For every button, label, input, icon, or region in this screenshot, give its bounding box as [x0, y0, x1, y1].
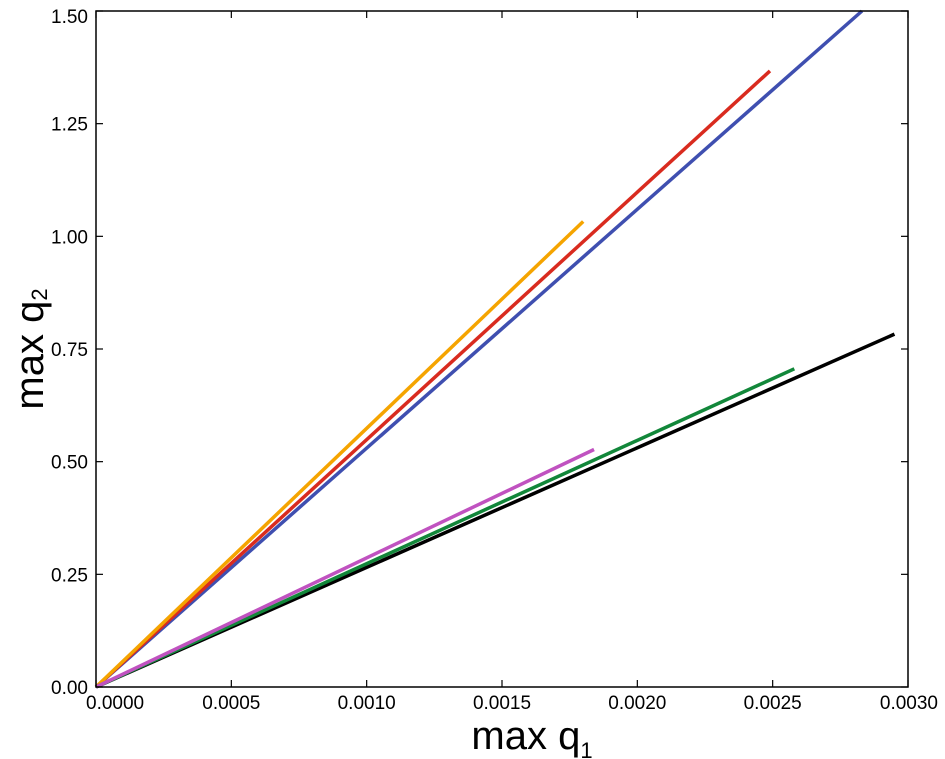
x-axis-title-text: max q: [471, 714, 580, 758]
y-axis-title: max q2: [8, 288, 52, 409]
y-axis-title-text: max q: [8, 301, 52, 410]
x-tick-label: 0.0000: [86, 693, 144, 714]
series-line-5: [95, 367, 796, 689]
x-axis-title-subscript: 1: [580, 738, 592, 759]
plot-frame: [95, 10, 909, 688]
x-tick-label: 0.0015: [473, 693, 531, 714]
y-tick-label: 0.25: [51, 565, 88, 586]
series-layer: [94, 9, 896, 689]
x-tick-label: 0.0025: [744, 693, 802, 714]
y-axis-title-subscript: 2: [27, 288, 52, 300]
y-tick-label: 0.00: [51, 678, 88, 699]
y-tick-label: 1.25: [51, 115, 88, 136]
x-tick-label: 0.0030: [880, 693, 938, 714]
series-line-2: [94, 69, 772, 689]
series-line-1: [94, 9, 864, 689]
series-line-6: [95, 447, 595, 689]
x-tick-label: 0.0020: [608, 693, 666, 714]
y-tick-label: 1.00: [51, 227, 88, 248]
x-tick-label: 0.0010: [338, 693, 396, 714]
y-tick-label: 0.75: [51, 340, 88, 361]
ticks-layer: 0.0000 0.0005 0.0010 0.0015 0.0020 0.0025 0.00…: [51, 7, 938, 714]
y-tick-label: 1.50: [51, 7, 88, 28]
x-axis-title: max q1: [471, 714, 592, 759]
series-line-3: [94, 220, 585, 689]
y-tick-label: 0.50: [51, 453, 88, 474]
x-tick-label: 0.0005: [202, 693, 260, 714]
